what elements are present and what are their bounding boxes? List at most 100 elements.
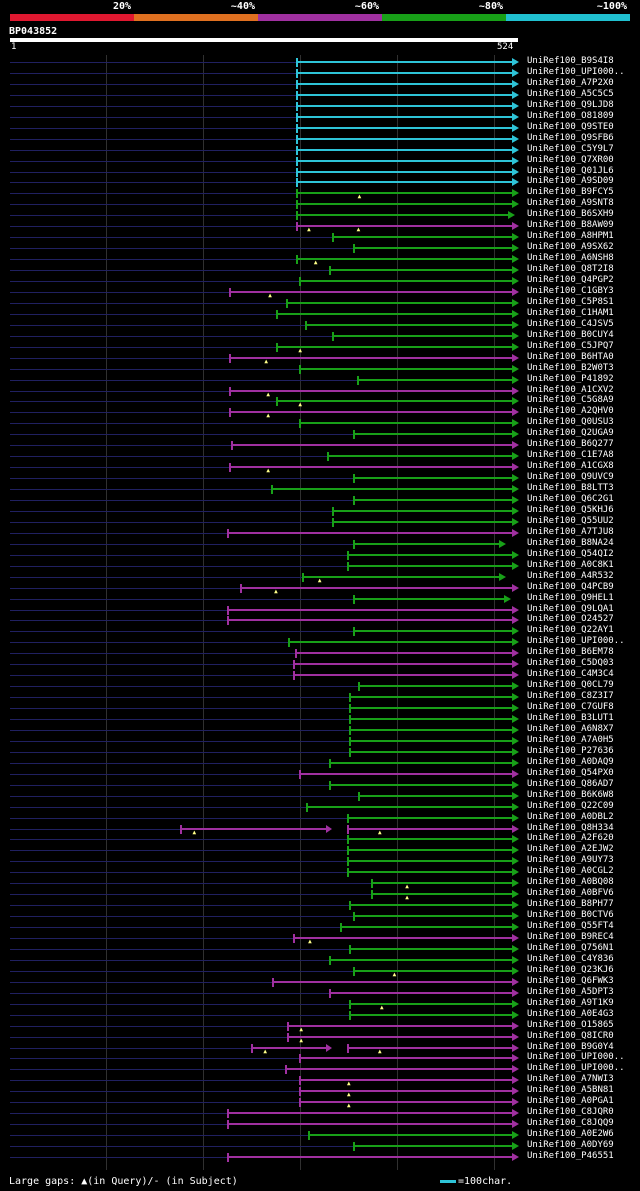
- hit-label-link[interactable]: UniRef100_B0CUY4: [527, 329, 614, 340]
- hit-label-link[interactable]: UniRef100_P41892: [527, 373, 614, 384]
- hit-row[interactable]: UniRef100_C7GUF8: [0, 702, 640, 714]
- hit-row[interactable]: UniRef100_Q9UVC9: [0, 472, 640, 484]
- hit-label-link[interactable]: UniRef100_Q23KJ6: [527, 964, 614, 975]
- hit-row[interactable]: UniRef100_C1HAM1: [0, 307, 640, 320]
- hit-label-link[interactable]: UniRef100_A4R532: [527, 570, 614, 581]
- hit-label-link[interactable]: UniRef100_A0C8K1: [527, 559, 614, 570]
- hit-row[interactable]: UniRef100_A5DPT3: [0, 987, 640, 999]
- hit-label-link[interactable]: UniRef100_Q2UGA9: [527, 428, 614, 439]
- hit-row[interactable]: ▲ UniRef100_B9REC4: [0, 932, 640, 945]
- hit-row[interactable]: UniRef100_P46551: [0, 1151, 640, 1163]
- hit-row[interactable]: UniRef100_B6K6W8: [0, 789, 640, 802]
- hit-row[interactable]: UniRef100_Q9LJD8: [0, 99, 640, 112]
- hit-label-link[interactable]: UniRef100_Q8T2I8: [527, 264, 614, 275]
- hit-row[interactable]: UniRef100_UPI000..: [0, 67, 640, 79]
- hit-row[interactable]: UniRef100_A6N8X7: [0, 724, 640, 736]
- hit-row[interactable]: UniRef100_UPI000..: [0, 636, 640, 648]
- hit-label-link[interactable]: UniRef100_A7P2X0: [527, 77, 614, 88]
- hit-label-link[interactable]: UniRef100_Q7XR00: [527, 154, 614, 165]
- hit-label-link[interactable]: UniRef100_UPI000..: [527, 1052, 625, 1063]
- hit-label-link[interactable]: UniRef100_B8PH77: [527, 899, 614, 910]
- hit-label-link[interactable]: UniRef100_Q9LJD8: [527, 99, 614, 110]
- hit-label-link[interactable]: UniRef100_Q22AY1: [527, 625, 614, 636]
- hit-label-link[interactable]: UniRef100_A7TJU8: [527, 526, 614, 537]
- hit-row[interactable]: UniRef100_B6Q277: [0, 439, 640, 451]
- hit-label-link[interactable]: UniRef100_A7A0H5: [527, 734, 614, 745]
- hit-label-link[interactable]: UniRef100_C1GBY3: [527, 285, 614, 296]
- hit-row[interactable]: ▲ UniRef100_A2QHV0: [0, 406, 640, 419]
- hit-row[interactable]: UniRef100_B6EM78: [0, 647, 640, 659]
- hit-label-link[interactable]: UniRef100_C5Y9L7: [527, 143, 614, 154]
- hit-row[interactable]: UniRef100_A9SX62: [0, 242, 640, 254]
- hit-row[interactable]: UniRef100_Q9SFB6: [0, 133, 640, 145]
- hit-row[interactable]: UniRef100_Q0CL79: [0, 680, 640, 692]
- hit-row[interactable]: ▲ ▲ UniRef100_B8AW09: [0, 220, 640, 233]
- hit-label-link[interactable]: UniRef100_Q4PGP2: [527, 275, 614, 285]
- hit-label-link[interactable]: UniRef100_Q0CL79: [527, 680, 614, 691]
- hit-label-link[interactable]: UniRef100_A9SD09: [527, 176, 614, 187]
- hit-label-link[interactable]: UniRef100_B3LUT1: [527, 713, 614, 723]
- hit-row[interactable]: UniRef100_B8PH77: [0, 899, 640, 911]
- hit-label-link[interactable]: UniRef100_A8HPM1: [527, 231, 614, 242]
- hit-label-link[interactable]: UniRef100_A9UY73: [527, 855, 614, 866]
- hit-row[interactable]: UniRef100_Q7XR00: [0, 154, 640, 167]
- hit-row[interactable]: UniRef100_Q8T2I8: [0, 264, 640, 276]
- hit-row[interactable]: UniRef100_A0C8K1: [0, 559, 640, 572]
- hit-label-link[interactable]: UniRef100_B6K6W8: [527, 789, 614, 800]
- hit-row[interactable]: UniRef100_A2EJW2: [0, 844, 640, 856]
- hit-row[interactable]: UniRef100_O24527: [0, 614, 640, 626]
- hit-row[interactable]: UniRef100_B0CUY4: [0, 329, 640, 342]
- hit-label-link[interactable]: UniRef100_C1HAM1: [527, 307, 614, 318]
- hit-label-link[interactable]: UniRef100_B8AW09: [527, 220, 614, 231]
- hit-row[interactable]: UniRef100_P27636: [0, 745, 640, 758]
- hit-label-link[interactable]: UniRef100_O24527: [527, 614, 614, 625]
- hit-label-link[interactable]: UniRef100_O81809: [527, 110, 614, 121]
- hit-label-link[interactable]: UniRef100_Q0USU3: [527, 417, 614, 428]
- hit-row[interactable]: UniRef100_Q2UGA9: [0, 428, 640, 440]
- hit-label-link[interactable]: UniRef100_B8NA24: [527, 537, 614, 548]
- hit-row[interactable]: UniRef100_UPI000..: [0, 1063, 640, 1075]
- hit-label-link[interactable]: UniRef100_Q9UVC9: [527, 472, 614, 483]
- hit-row[interactable]: UniRef100_C8Z3I7: [0, 691, 640, 703]
- hit-row[interactable]: UniRef100_Q54QI2: [0, 549, 640, 561]
- hit-row[interactable]: UniRef100_A0E2W6: [0, 1129, 640, 1141]
- hit-label-link[interactable]: UniRef100_UPI000..: [527, 636, 625, 647]
- hit-label-link[interactable]: UniRef100_C1E7A8: [527, 450, 614, 461]
- hit-label-link[interactable]: UniRef100_C5JPQ7: [527, 340, 614, 351]
- hit-row[interactable]: ▲ UniRef100_C1GBY3: [0, 285, 640, 298]
- hit-label-link[interactable]: UniRef100_B6EM78: [527, 647, 614, 658]
- hit-label-link[interactable]: UniRef100_B6SXH9: [527, 209, 614, 220]
- hit-label-link[interactable]: UniRef100_A0DAQ9: [527, 756, 614, 767]
- hit-label-link[interactable]: UniRef100_O15865: [527, 1019, 614, 1030]
- hit-label-link[interactable]: UniRef100_B8LTT3: [527, 483, 614, 494]
- hit-label-link[interactable]: UniRef100_P27636: [527, 745, 614, 756]
- hit-label-link[interactable]: UniRef100_C5P8S1: [527, 296, 614, 307]
- hit-row[interactable]: UniRef100_A2F620: [0, 833, 640, 845]
- hit-row[interactable]: UniRef100_Q756N1: [0, 943, 640, 955]
- hit-row[interactable]: UniRef100_Q22AY1: [0, 625, 640, 637]
- hit-row[interactable]: UniRef100_C4Y836: [0, 954, 640, 966]
- hit-label-link[interactable]: UniRef100_Q01JL6: [527, 165, 614, 176]
- hit-row[interactable]: UniRef100_C8JQR0: [0, 1107, 640, 1119]
- hit-label-link[interactable]: UniRef100_A0BFV6: [527, 888, 614, 899]
- hit-row[interactable]: ▲ UniRef100_A5BN81: [0, 1085, 640, 1098]
- hit-label-link[interactable]: UniRef100_A2F620: [527, 833, 614, 844]
- hit-row[interactable]: UniRef100_A0CGL2: [0, 866, 640, 878]
- hit-label-link[interactable]: UniRef100_C8JQQ9: [527, 1118, 614, 1129]
- hit-row[interactable]: UniRef100_A9SD09: [0, 176, 640, 188]
- hit-row[interactable]: UniRef100_A0E4G3: [0, 1009, 640, 1021]
- hit-label-link[interactable]: UniRef100_A9SX62: [527, 242, 614, 253]
- hit-row[interactable]: ▲ UniRef100_C5G8A9: [0, 395, 640, 408]
- hit-label-link[interactable]: UniRef100_A0DY69: [527, 1140, 614, 1151]
- hit-row[interactable]: ▲ UniRef100_A4R532: [0, 570, 640, 583]
- hit-label-link[interactable]: UniRef100_A5BN81: [527, 1085, 614, 1096]
- hit-label-link[interactable]: UniRef100_A0E2W6: [527, 1129, 614, 1140]
- hit-row[interactable]: UniRef100_UPI000..: [0, 1052, 640, 1064]
- hit-label-link[interactable]: UniRef100_B9REC4: [527, 932, 614, 942]
- hit-row[interactable]: UniRef100_Q5KHJ6: [0, 505, 640, 517]
- hit-row[interactable]: UniRef100_B8NA24: [0, 537, 640, 550]
- hit-label-link[interactable]: UniRef100_B9FCY5: [527, 187, 614, 198]
- hit-label-link[interactable]: UniRef100_B6HTA0: [527, 351, 614, 362]
- hit-label-link[interactable]: UniRef100_C5DQ03: [527, 658, 614, 669]
- hit-row[interactable]: ▲ UniRef100_A1CXV2: [0, 385, 640, 397]
